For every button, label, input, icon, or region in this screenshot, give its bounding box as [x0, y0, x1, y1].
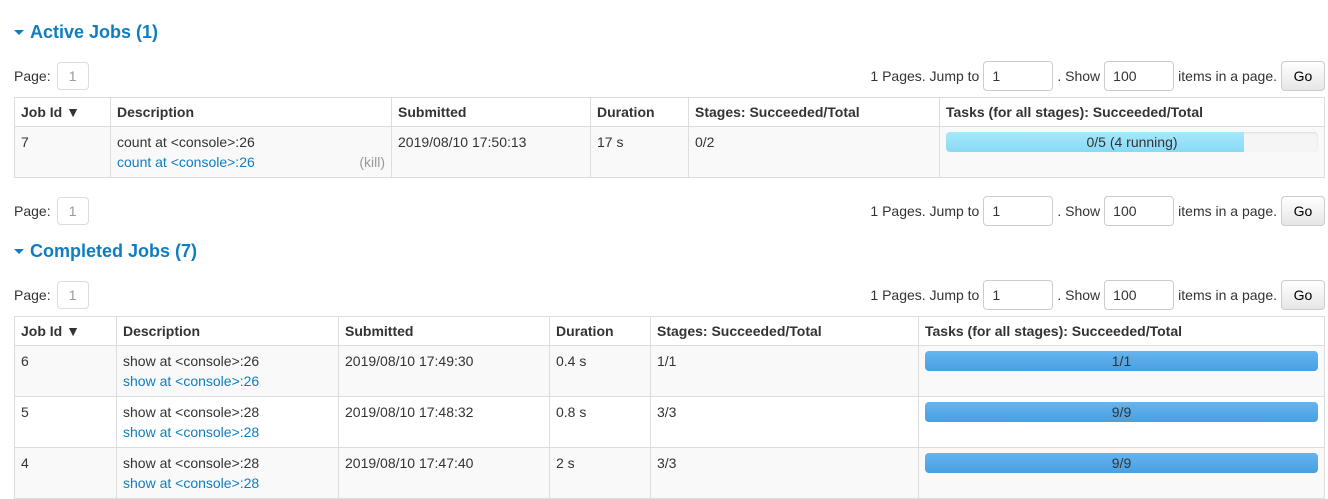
column-header[interactable]: Description: [116, 316, 339, 346]
job-detail-link[interactable]: show at <console>:28: [123, 424, 260, 440]
tasks-cell: 0/5 (4 running): [939, 126, 1325, 178]
job-description: show at <console>:28: [123, 404, 260, 420]
active-jobs-toggle[interactable]: Active Jobs (1): [14, 22, 158, 43]
column-header[interactable]: Duration: [549, 316, 651, 346]
column-header[interactable]: Stages: Succeeded/Total: [650, 316, 919, 346]
active-jobs-table: Job Id ▼ Description Submitted Duration Stag…: [14, 97, 1325, 178]
page-1-link[interactable]: 1: [56, 62, 89, 90]
go-button[interactable]: Go: [1281, 196, 1325, 226]
active-pager-bottom: Page: 1 1 Pages. Jump to . Show items in…: [14, 196, 1325, 226]
page-1-link[interactable]: 1: [56, 281, 89, 309]
page-1-link[interactable]: 1: [56, 197, 89, 225]
description-cell: show at <console>:28 show at <console>:2…: [116, 396, 339, 448]
submitted-time: 2019/08/10 17:49:30: [338, 345, 550, 397]
stages-progress: 0/2: [688, 126, 940, 178]
column-header[interactable]: Stages: Succeeded/Total: [688, 97, 940, 127]
page-size-input[interactable]: [1104, 196, 1175, 226]
tasks-progress-text: 9/9: [1111, 455, 1132, 471]
job-detail-link[interactable]: show at <console>:28: [123, 475, 260, 491]
column-header[interactable]: Job Id ▼: [14, 316, 117, 346]
items-text: items in a page.: [1178, 203, 1277, 219]
succeeded-fill: [925, 402, 1318, 422]
job-row: 4 show at <console>:28 show at <console>…: [14, 447, 1325, 499]
stages-progress: 3/3: [650, 447, 919, 499]
show-text: . Show: [1057, 68, 1101, 84]
column-header[interactable]: Job Id ▼: [14, 97, 111, 127]
page-label: Page:: [14, 287, 51, 303]
job-description: show at <console>:28: [123, 455, 260, 471]
column-header[interactable]: Tasks (for all stages): Succeeded/Total: [939, 97, 1325, 127]
tasks-progress-text: 1/1: [1111, 353, 1132, 369]
job-row: 5 show at <console>:28 show at <console>…: [14, 396, 1325, 448]
caret-down-icon: [14, 30, 24, 35]
jump-to-page-input[interactable]: [983, 280, 1054, 310]
pages-text: 1 Pages. Jump to: [870, 203, 980, 219]
job-id: 5: [14, 396, 117, 448]
tasks-progress-bar: 9/9: [925, 402, 1318, 422]
column-header[interactable]: Duration: [590, 97, 689, 127]
tasks-cell: 9/9: [918, 396, 1325, 448]
show-text: . Show: [1057, 287, 1101, 303]
completed-jobs-table: Job Id ▼ Description Submitted Duration Stag…: [14, 316, 1325, 499]
succeeded-fill: [925, 453, 1318, 473]
tasks-cell: 9/9: [918, 447, 1325, 499]
running-fill: [946, 132, 1244, 152]
page-label: Page:: [14, 203, 51, 219]
tasks-progress-bar: 9/9: [925, 453, 1318, 473]
job-detail-link[interactable]: show at <console>:26: [123, 373, 260, 389]
tasks-progress-bar: 1/1: [925, 351, 1318, 371]
column-header[interactable]: Tasks (for all stages): Succeeded/Total: [918, 316, 1325, 346]
go-button[interactable]: Go: [1281, 280, 1325, 310]
page-size-input[interactable]: [1104, 61, 1175, 91]
description-cell: show at <console>:26 show at <console>:2…: [116, 345, 339, 397]
page-size-input[interactable]: [1104, 280, 1175, 310]
description-cell: show at <console>:28 show at <console>:2…: [116, 447, 339, 499]
completed-pager-top: Page: 1 1 Pages. Jump to . Show items in…: [14, 280, 1325, 310]
column-header[interactable]: Submitted: [391, 97, 591, 127]
tasks-progress-text: 0/5 (4 running): [1086, 134, 1178, 150]
job-row: 6 show at <console>:26 show at <console>…: [14, 345, 1325, 397]
submitted-time: 2019/08/10 17:50:13: [391, 126, 591, 178]
stages-progress: 1/1: [650, 345, 919, 397]
job-description: count at <console>:26: [117, 134, 255, 150]
go-button[interactable]: Go: [1281, 61, 1325, 91]
section-title: Completed Jobs (7): [30, 241, 198, 261]
caret-down-icon: [14, 249, 24, 254]
kill-link[interactable]: (kill): [359, 154, 385, 170]
duration: 17 s: [590, 126, 689, 178]
job-detail-link[interactable]: count at <console>:26: [117, 154, 255, 170]
job-row: 7 count at <console>:26 (kill) count at …: [14, 126, 1325, 178]
job-description: show at <console>:26: [123, 353, 260, 369]
submitted-time: 2019/08/10 17:47:40: [338, 447, 550, 499]
active-pager-top: Page: 1 1 Pages. Jump to . Show items in…: [14, 61, 1325, 91]
page-label: Page:: [14, 68, 51, 84]
duration: 2 s: [549, 447, 651, 499]
tasks-progress-text: 9/9: [1111, 404, 1132, 420]
section-title: Active Jobs (1): [30, 22, 159, 42]
pages-text: 1 Pages. Jump to: [870, 68, 980, 84]
items-text: items in a page.: [1178, 287, 1277, 303]
completed-jobs-toggle[interactable]: Completed Jobs (7): [14, 241, 197, 262]
succeeded-fill: [925, 351, 1318, 371]
show-text: . Show: [1057, 203, 1101, 219]
job-id: 7: [14, 126, 111, 178]
duration: 0.4 s: [549, 345, 651, 397]
column-header[interactable]: Description: [110, 97, 392, 127]
pages-text: 1 Pages. Jump to: [870, 287, 980, 303]
tasks-progress-bar: 0/5 (4 running): [946, 132, 1318, 152]
duration: 0.8 s: [549, 396, 651, 448]
column-header[interactable]: Submitted: [338, 316, 550, 346]
job-id: 4: [14, 447, 117, 499]
job-id: 6: [14, 345, 117, 397]
tasks-cell: 1/1: [918, 345, 1325, 397]
description-cell: count at <console>:26 (kill) count at <c…: [110, 126, 392, 178]
jump-to-page-input[interactable]: [983, 196, 1054, 226]
items-text: items in a page.: [1178, 68, 1277, 84]
stages-progress: 3/3: [650, 396, 919, 448]
jump-to-page-input[interactable]: [983, 61, 1054, 91]
submitted-time: 2019/08/10 17:48:32: [338, 396, 550, 448]
